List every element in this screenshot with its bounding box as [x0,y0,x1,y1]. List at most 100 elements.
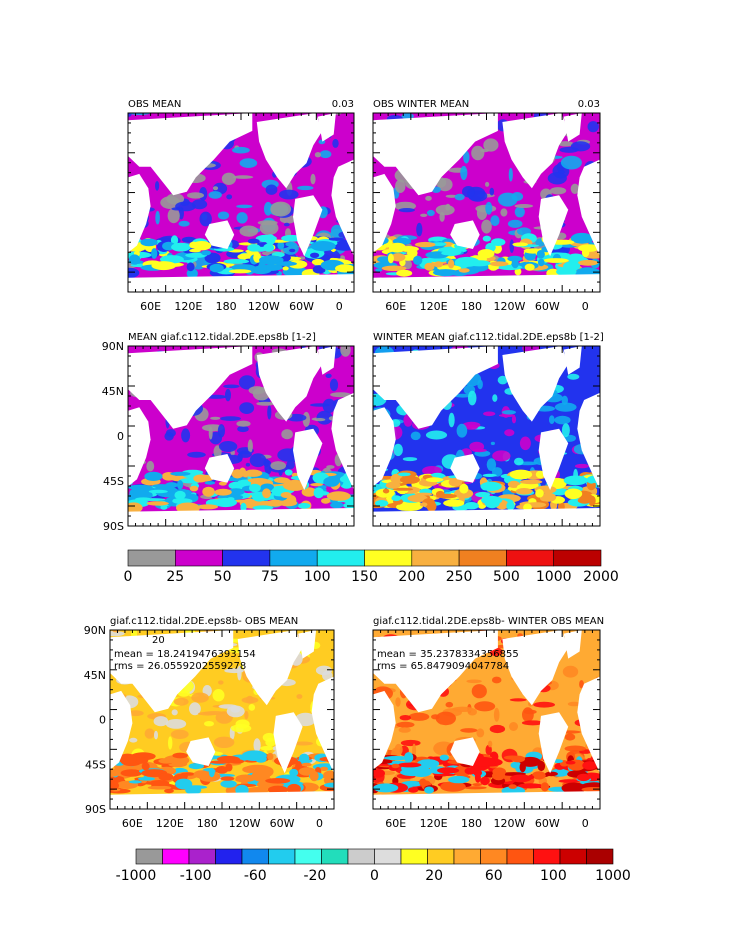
colorbar-swatch [533,848,561,865]
field-cell [221,172,236,185]
field-cell [545,771,558,777]
x-tick-label: 120E [174,300,202,313]
field-cell [325,373,332,378]
field-cell [227,497,235,501]
field-cell [485,181,490,187]
field-cell [504,429,515,437]
field-cell [463,150,470,164]
field-cell [144,471,163,481]
land-mask [373,791,600,809]
field-cell [310,403,330,407]
field-cell [424,262,435,271]
field-cell [447,259,455,269]
field-cell [275,261,297,267]
panel-3: MEAN giaf.c112.tidal.2DE.eps8b [1-2] 90N 4… [102,332,355,533]
field-cell [110,631,125,637]
field-cell [223,384,240,389]
colorbar-swatch [559,848,587,865]
field-cell [375,268,383,272]
field-cell [235,777,251,783]
field-cell [490,215,500,227]
colorbar-label: 100 [540,868,567,884]
field-cell [440,781,466,792]
field-cell [249,492,261,496]
field-cell [296,694,303,699]
land-mask [373,346,498,429]
x-tick-label: 120W [493,300,525,313]
field-cell [329,378,339,392]
x-tick-label: 60W [535,300,560,313]
field-cell [128,267,140,279]
field-cell [239,158,258,168]
field-cell [217,424,225,438]
field-cell [239,225,259,237]
field-cell [437,767,460,774]
colorbar-swatch [162,848,190,865]
field-cell [187,451,206,458]
field-cell [236,420,251,427]
field-cell [560,155,582,170]
field-cell [215,766,229,774]
field-cell [532,771,546,780]
field-cell [509,722,518,731]
rms-text: rms = 26.0559202559278 [114,661,246,672]
field-cell [199,211,212,227]
panel-1: OBS MEAN 0.03 60E 120E 180 120W 60W 0 [127,99,355,313]
x-tick-label: 0 [582,817,589,830]
field-cell [321,498,331,504]
field-cell [522,707,534,723]
field-cell [567,373,580,380]
field-cell [460,165,468,181]
field-cell [471,145,485,161]
field-cell [198,711,218,716]
field-cell [247,244,261,252]
field-cell [515,488,533,495]
field-cell [252,505,274,511]
land-mask [563,346,582,375]
colorbar-label: 0 [124,569,133,585]
field-cell [435,204,455,216]
panel-title: giaf.c112.tidal.2DE.eps8b- OBS MEAN [110,616,298,627]
field-cell [174,490,186,500]
colorbar-swatch [453,848,481,865]
field-cell [128,780,142,784]
field-cell [297,502,311,509]
field-cell [498,413,516,418]
land-mask [128,508,354,526]
field-cell [270,201,292,217]
field-cell [148,489,168,494]
y-tick-label: 45S [85,758,106,771]
field-cell [564,745,586,752]
field-cell [209,263,224,273]
field-cell [585,237,593,243]
land-mask [128,173,151,253]
field-cell [561,395,568,405]
field-cell [425,195,432,201]
colorbar-swatch [215,848,243,865]
field-cell [226,705,245,718]
colorbar-label: 1000 [536,569,572,585]
land-mask [204,220,235,249]
field-cell [188,763,204,770]
field-cell [490,441,495,446]
field-cell [549,187,567,195]
field-cell [485,201,493,215]
field-cell [448,477,463,487]
field-cell [510,774,532,783]
land-mask [538,428,569,490]
field-cell [483,138,499,152]
field-cell [158,758,176,764]
field-cell [240,502,247,512]
field-cell [248,704,256,711]
field-cell [110,768,121,777]
field-cell [434,261,443,268]
field-cell [445,194,458,198]
field-cell [509,469,533,480]
field-cell [178,220,190,227]
land-mask [293,428,323,490]
y-tick-label: 90N [84,624,106,637]
field-cell [231,469,244,479]
x-tick-label: 60W [270,817,295,830]
field-cell [567,701,581,707]
field-cell [445,203,451,211]
